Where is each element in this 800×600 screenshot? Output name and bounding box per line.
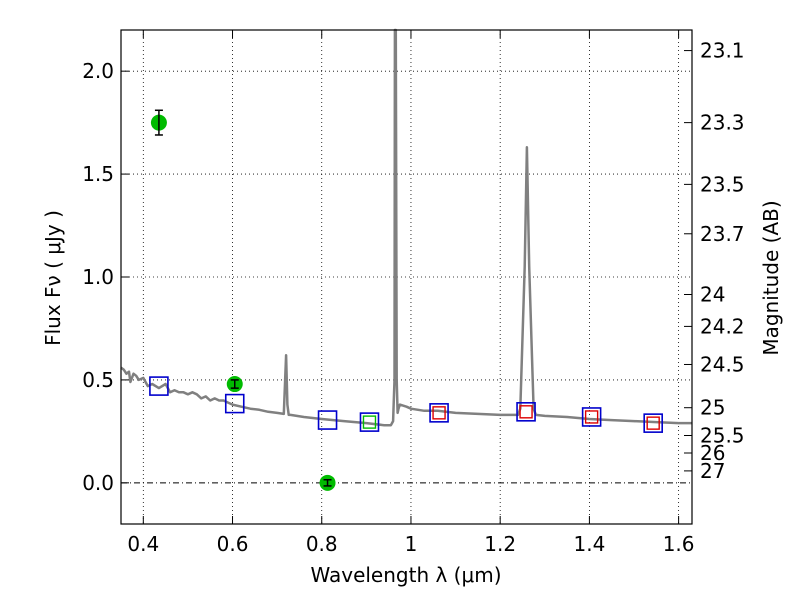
grid-lines	[121, 30, 692, 524]
right-tick-label-23-7: 23.7	[700, 222, 745, 246]
y-tick-label-1-5: 1.5	[82, 162, 114, 186]
right-tick-label-23-1: 23.1	[700, 39, 745, 63]
model-flux-square	[429, 403, 449, 423]
x-tick-label-0-6: 0.6	[217, 532, 249, 556]
x-tick-label-1: 1	[405, 532, 418, 556]
right-tick-label-23-5: 23.5	[700, 172, 745, 196]
model-flux-square-inner	[646, 416, 660, 430]
y-axis-ticks: 0.0 0.5 1.0 1.5 2.0	[82, 59, 129, 495]
x-axis-title: Wavelength λ (μm)	[310, 563, 501, 587]
x-tick-label-0-4: 0.4	[127, 532, 159, 556]
model-flux-square	[643, 413, 663, 433]
right-tick-label-25-5: 25.5	[700, 423, 745, 447]
right-tick-label-25: 25	[700, 396, 725, 420]
model-flux-square-inner	[432, 406, 446, 420]
y-tick-label-0-5: 0.5	[82, 368, 114, 392]
model-flux-square	[149, 376, 169, 396]
model-flux-square	[516, 402, 536, 422]
x-tick-label-1-4: 1.4	[573, 532, 605, 556]
model-flux-square-inner	[584, 410, 599, 424]
model-flux-square	[581, 407, 602, 427]
right-tick-label-24: 24	[700, 282, 725, 306]
plot-frame	[120, 29, 693, 525]
spectrum-line	[120, 28, 692, 427]
x-tick-label-0-8: 0.8	[306, 532, 338, 556]
y-tick-label-1: 1.0	[82, 265, 114, 289]
y-tick-label-0: 0.0	[82, 471, 114, 495]
x-tick-label-1-6: 1.6	[663, 532, 695, 556]
y-axis-title: Flux Fν ( μJy )	[41, 210, 65, 346]
right-axis-title: Magnitude (AB)	[759, 200, 783, 355]
model-flux-square	[317, 410, 338, 430]
x-tick-label-1-2: 1.2	[484, 532, 516, 556]
model-flux-square	[359, 412, 380, 432]
right-tick-label-27: 27	[700, 459, 725, 483]
right-tick-label-26: 26	[700, 441, 725, 465]
model-flux-square-inner	[519, 405, 533, 419]
model-flux-square-inner	[362, 415, 377, 429]
y-tick-label-2: 2.0	[82, 59, 114, 83]
right-tick-label-24-5: 24.5	[700, 352, 745, 376]
series-layer	[120, 28, 692, 491]
right-tick-label-23-3: 23.3	[700, 111, 745, 135]
model-flux-square	[224, 393, 245, 414]
right-tick-label-24-2: 24.2	[700, 314, 745, 338]
x-axis-ticks: 0.4 0.6 0.8 1 1.2 1.4 1.6	[127, 30, 695, 556]
